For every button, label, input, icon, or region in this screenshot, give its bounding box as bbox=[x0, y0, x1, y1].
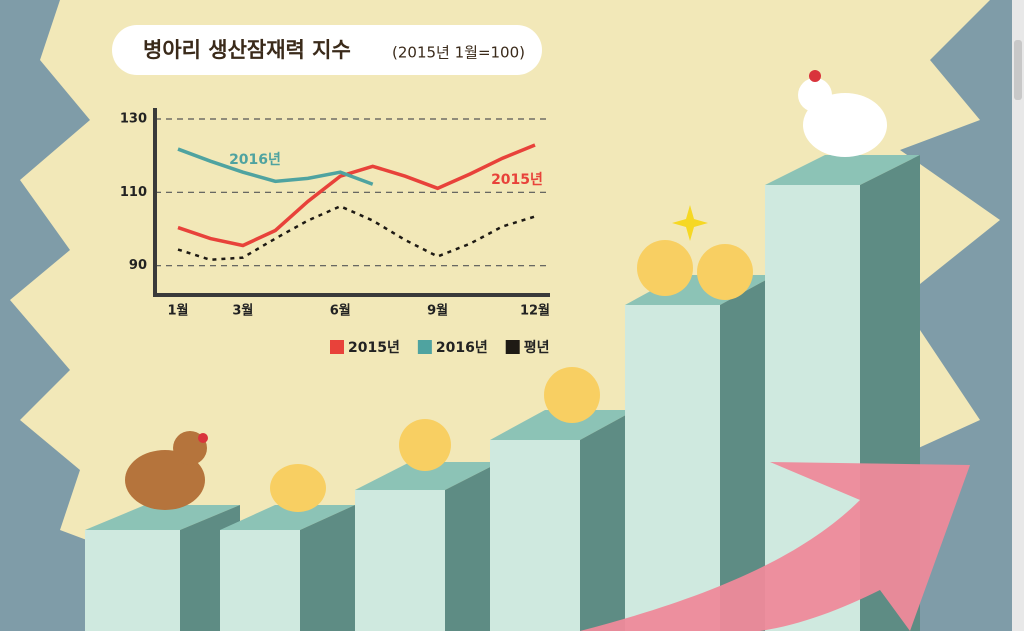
y-tick-label: 130 bbox=[120, 112, 147, 127]
series-line bbox=[177, 147, 374, 186]
steps bbox=[85, 155, 920, 631]
scrollbar bbox=[1012, 0, 1024, 631]
legend-label: 2016년 bbox=[436, 340, 488, 356]
x-tick-label: 12월 bbox=[520, 303, 550, 319]
x-tick-label: 1월 bbox=[167, 303, 188, 319]
series-label: 2015년 bbox=[491, 172, 543, 188]
birds bbox=[125, 70, 887, 512]
x-tick-label: 3월 bbox=[232, 303, 253, 319]
y-tick-label: 90 bbox=[129, 258, 147, 273]
title-pill bbox=[112, 25, 542, 75]
chart-subtitle: (2015년 1월=100) bbox=[392, 44, 525, 62]
series-line bbox=[177, 204, 536, 262]
series-label: 2016년 bbox=[229, 152, 281, 168]
legend-swatch bbox=[417, 340, 432, 354]
legend-label: 평년 bbox=[524, 339, 550, 356]
legend-swatch bbox=[505, 340, 520, 354]
x-tick-label: 6월 bbox=[330, 303, 351, 319]
x-tick-label: 9월 bbox=[427, 303, 448, 319]
series-line bbox=[177, 143, 536, 248]
scrollbar-thumb bbox=[1014, 40, 1022, 100]
y-tick-label: 110 bbox=[120, 185, 147, 200]
legend-swatch bbox=[330, 340, 344, 354]
arrow bbox=[580, 462, 970, 631]
legend-label: 2015년 bbox=[348, 340, 400, 356]
chart-title: 병아리 생산잠재력 지수 bbox=[143, 38, 351, 62]
